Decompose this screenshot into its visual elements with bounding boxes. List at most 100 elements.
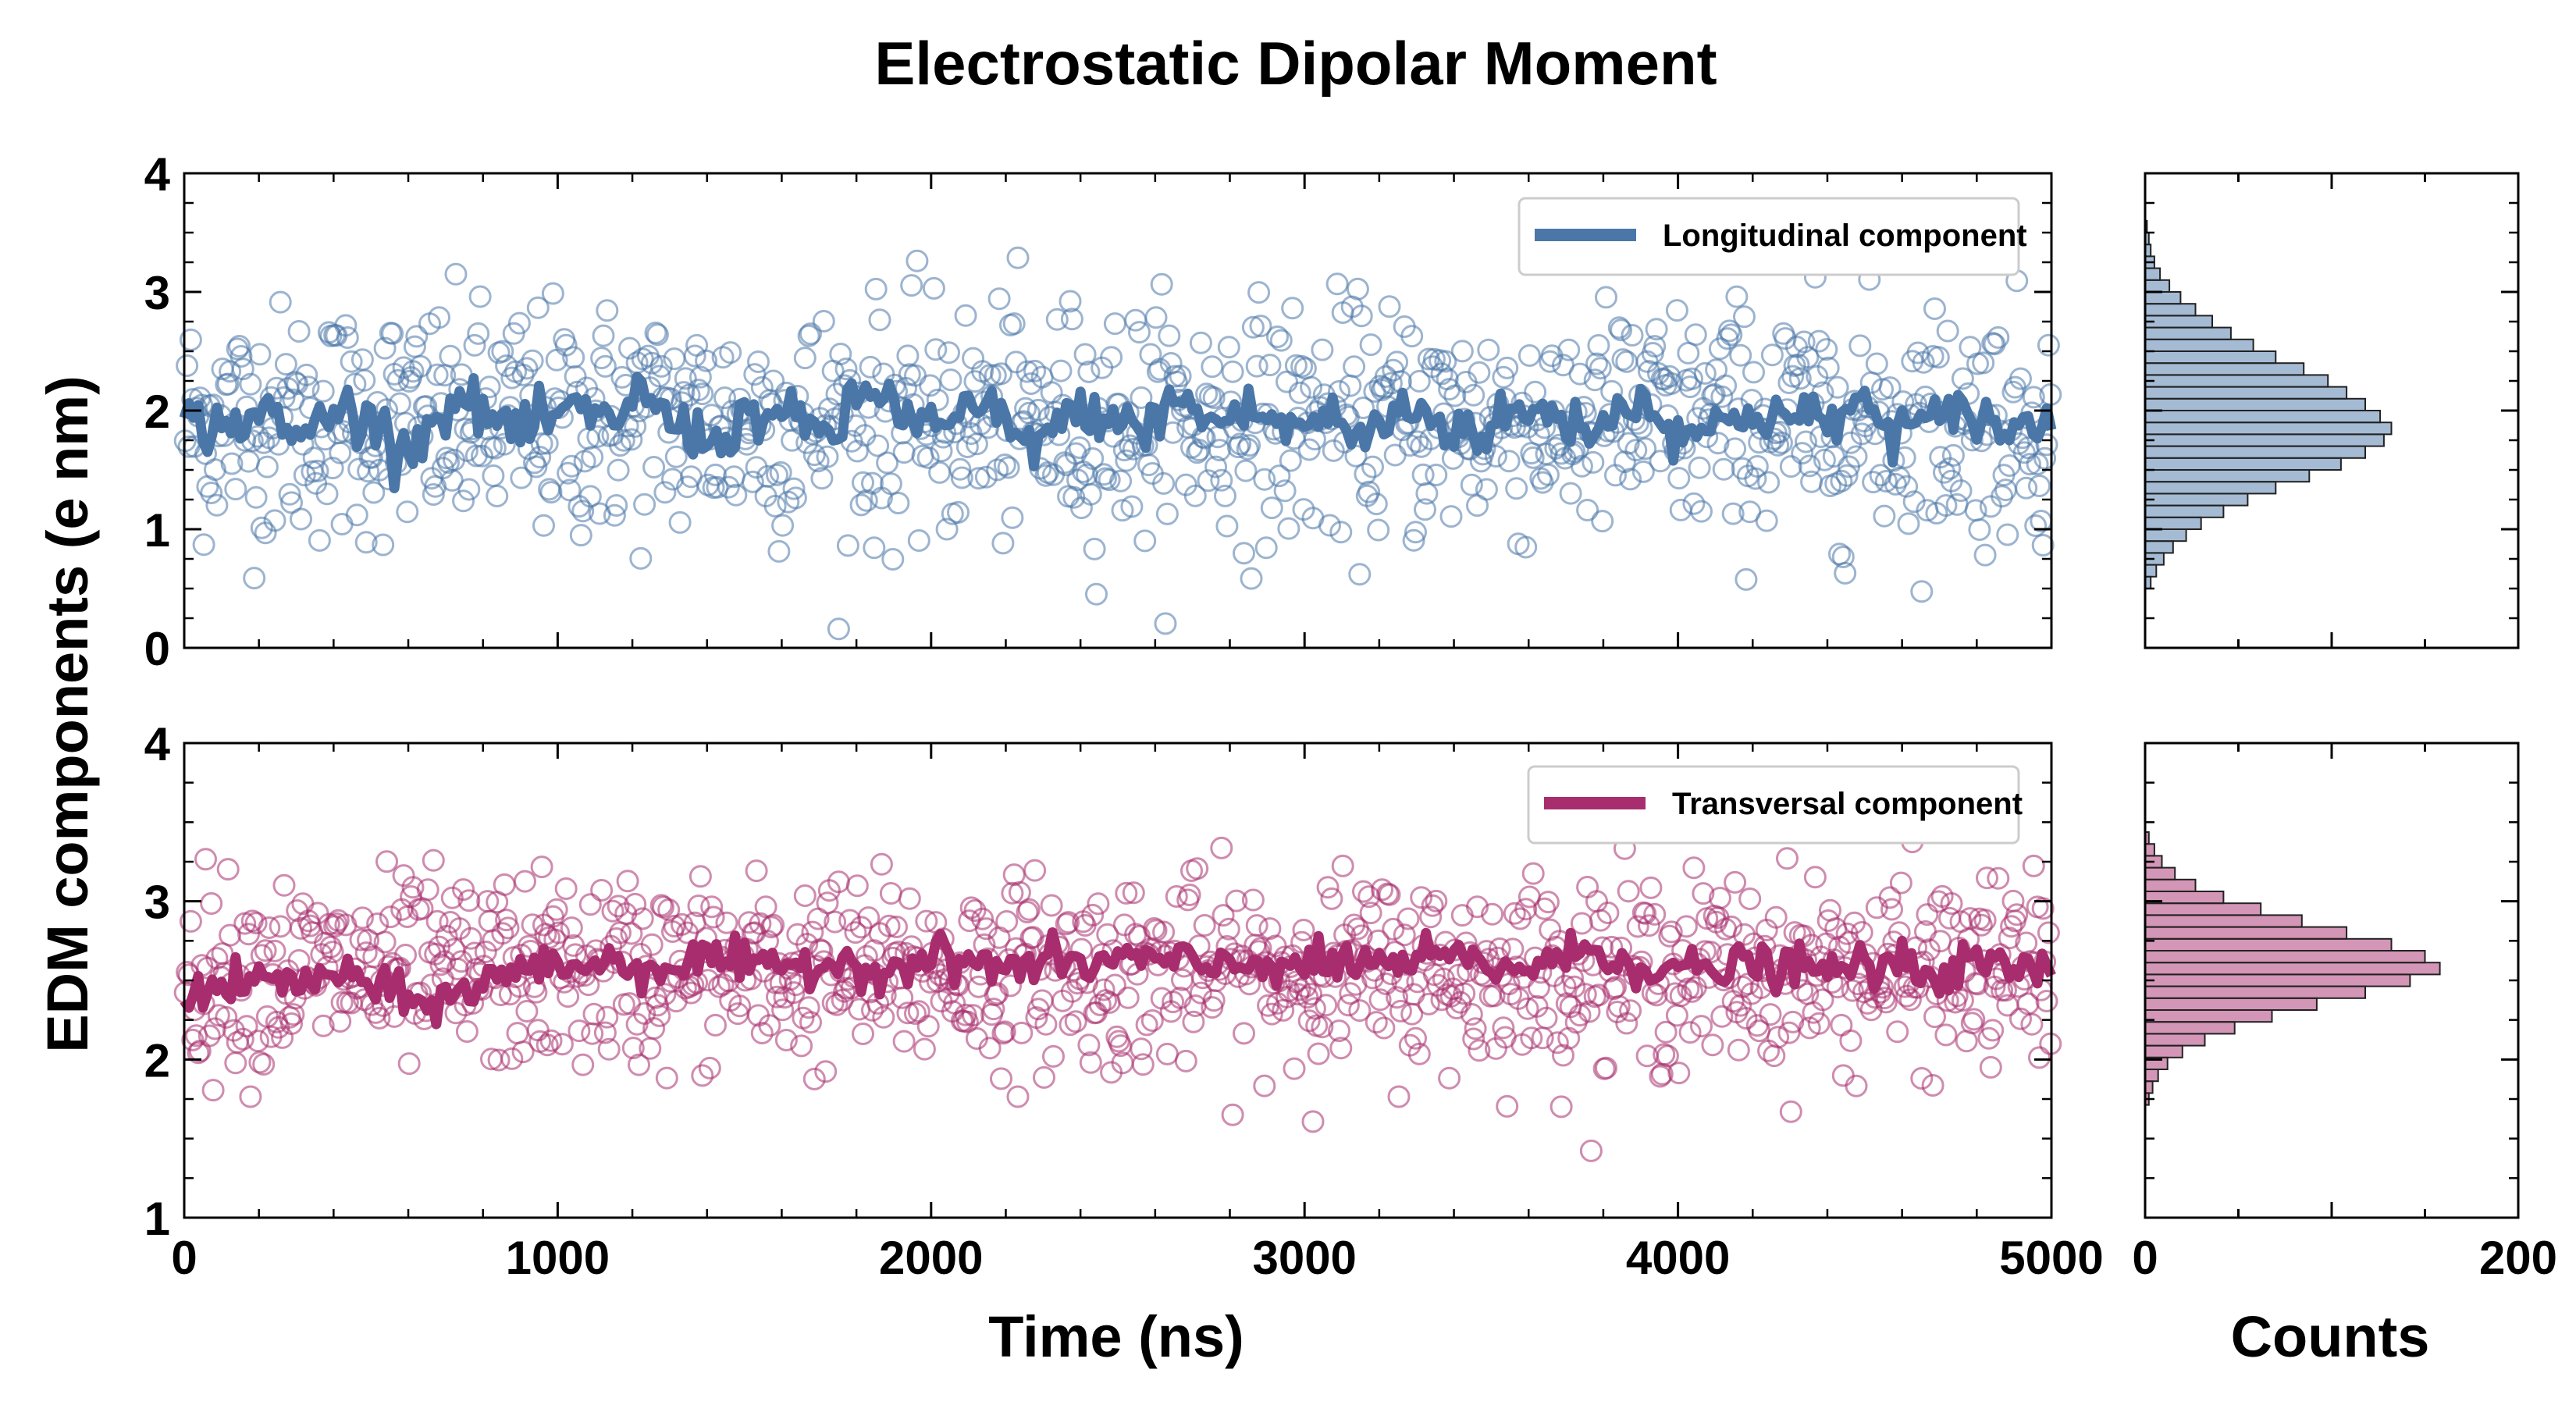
data-point [1221, 360, 1244, 383]
data-point [1667, 467, 1691, 490]
data-point [235, 1015, 258, 1038]
data-point [802, 1067, 826, 1090]
x-axis-label: Time (ns) [988, 1304, 1244, 1369]
data-point [607, 895, 630, 918]
data-point [1253, 1074, 1276, 1097]
data-point [1387, 1085, 1411, 1108]
data-point [1443, 384, 1467, 407]
data-point [1116, 986, 1140, 1009]
data-point [916, 1015, 940, 1038]
data-point [605, 927, 628, 950]
data-point [2031, 534, 2055, 557]
data-point [1585, 890, 1608, 913]
data-point [771, 514, 795, 537]
data-point [1169, 365, 1192, 388]
data-point [1254, 536, 1278, 560]
data-point [1214, 484, 1236, 507]
data-point [1583, 368, 1606, 392]
data-point [679, 981, 703, 1005]
data-point [557, 985, 580, 1008]
data-point [1757, 1039, 1781, 1062]
data-point [2019, 453, 2041, 476]
data-point [1902, 490, 1926, 514]
data-point [816, 891, 839, 915]
data-point [1587, 334, 1610, 357]
histogram-bar [2144, 1009, 2273, 1023]
data-point [691, 382, 714, 406]
data-point [621, 1037, 645, 1060]
data-point [993, 1020, 1016, 1044]
data-point [1133, 529, 1157, 553]
y-tick-label: 3 [144, 267, 170, 319]
data-point [1660, 920, 1683, 944]
data-point [1283, 1057, 1306, 1080]
data-point [999, 974, 1022, 998]
legend-label-longitudinal: Longitudinal component [1663, 219, 2027, 253]
data-point [1733, 305, 1756, 329]
data-point [578, 893, 602, 916]
data-point [1290, 930, 1314, 954]
data-point [683, 344, 706, 368]
data-point [1654, 1020, 1678, 1044]
data-point [885, 916, 908, 938]
data-point [1240, 567, 1263, 590]
data-point [1735, 1007, 1758, 1030]
data-point [282, 1003, 305, 1026]
data-point [1755, 509, 1778, 532]
data-point [1233, 542, 1255, 565]
data-point [1475, 478, 1498, 501]
data-point [228, 335, 251, 357]
histogram-bar [2144, 433, 2385, 447]
histogram-bar [2144, 469, 2311, 483]
data-point [688, 365, 712, 389]
data-point [1816, 909, 1840, 932]
data-point [539, 1029, 563, 1052]
data-point [1128, 321, 1151, 344]
data-point [1130, 1037, 1153, 1061]
data-point [1371, 878, 1393, 902]
data-point [784, 486, 807, 510]
data-point [747, 350, 770, 373]
data-point [474, 941, 497, 963]
data-point [1400, 325, 1424, 348]
data-point [330, 991, 354, 1014]
histogram-bar [2144, 303, 2197, 317]
data-point [1023, 859, 1047, 882]
data-point [1328, 380, 1350, 403]
data-point [1023, 359, 1047, 382]
data-point [1916, 903, 1939, 927]
data-point [872, 1005, 895, 1029]
data-point [1131, 1053, 1155, 1076]
data-point [906, 249, 929, 272]
data-point [1033, 1065, 1055, 1089]
data-point [330, 513, 354, 535]
histogram-bar [2144, 291, 2182, 305]
data-point [797, 996, 820, 1019]
data-point [493, 432, 516, 456]
data-point [782, 981, 806, 1005]
data-point [1579, 1139, 1603, 1162]
data-point [664, 445, 688, 468]
data-point [1260, 1002, 1283, 1026]
transversal-histogram-bars [2144, 831, 2441, 1106]
histogram-bar [2144, 397, 2366, 411]
data-point [405, 325, 429, 348]
data-point [891, 986, 914, 1009]
data-point [1201, 355, 1224, 379]
data-point [1714, 374, 1738, 397]
moving-average-line [180, 927, 2056, 1030]
longitudinal-ticks: 0 1 2 3 4 [144, 148, 2053, 675]
data-point [845, 874, 869, 898]
data-point [1742, 361, 1765, 384]
data-point [1757, 471, 1781, 494]
data-point [1807, 329, 1831, 353]
data-point [1505, 477, 1528, 500]
data-point [1767, 433, 1790, 457]
data-point [1297, 1009, 1321, 1033]
data-point [1552, 1044, 1574, 1067]
data-point [1402, 528, 1425, 552]
data-point [1645, 318, 1668, 341]
data-point [596, 299, 619, 322]
data-point [1245, 354, 1268, 378]
y-tick-label: 1 [144, 1193, 170, 1245]
